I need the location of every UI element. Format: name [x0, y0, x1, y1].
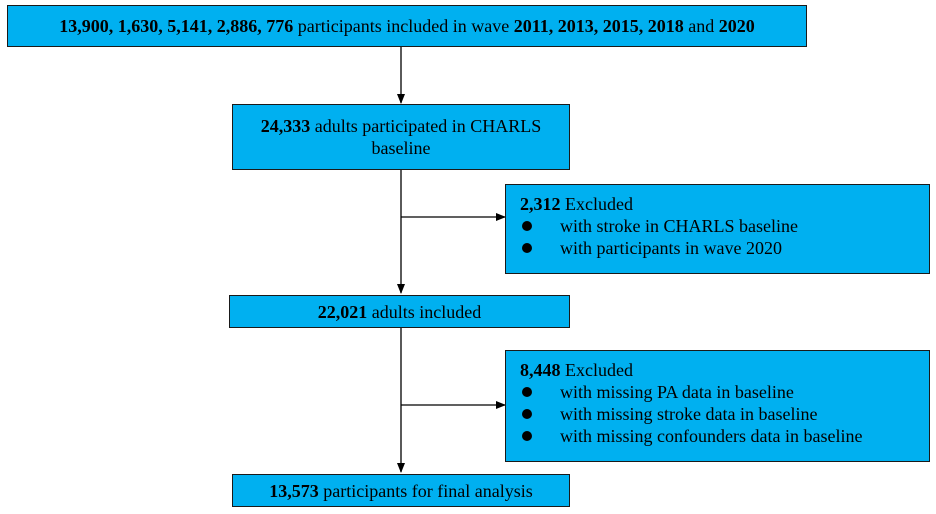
- box-exclusion-2: 8,448 Excluded with missing PA data in b…: [505, 350, 930, 462]
- exclusion-1-label: Excluded: [560, 194, 633, 214]
- bullet-icon: [522, 409, 532, 419]
- box-participants-waves-text: 13,900, 1,630, 5,141, 2,886, 776 partici…: [59, 15, 754, 37]
- included-label: adults included: [367, 301, 482, 322]
- exclusion-2-count: 8,448: [520, 360, 561, 380]
- box-exclusion-1: 2,312 Excluded with stroke in CHARLS bas…: [505, 184, 930, 274]
- list-item: with missing confounders data in baselin…: [520, 425, 929, 447]
- box-participants-waves: 13,900, 1,630, 5,141, 2,886, 776 partici…: [7, 5, 807, 47]
- box-participants-waves-part: and: [683, 16, 719, 36]
- baseline-count: 24,333: [260, 116, 311, 136]
- bullet-icon: [522, 221, 532, 231]
- box-participants-waves-part: 2020: [718, 16, 755, 36]
- box-final-analysis: 13,573 participants for final analysis: [232, 474, 570, 507]
- box-participants-waves-part: 2011, 2013, 2015, 2018: [513, 16, 684, 36]
- exclusion-2-list: with missing PA data in baseline with mi…: [520, 381, 929, 447]
- box-participants-waves-part: 13,900, 1,630, 5,141, 2,886, 776: [59, 16, 294, 36]
- bullet-icon: [522, 431, 532, 441]
- final-label: participants for final analysis: [318, 480, 533, 501]
- list-item: with stroke in CHARLS baseline: [520, 215, 929, 237]
- box-baseline-adults: 24,333 adults participated in CHARLS bas…: [232, 104, 570, 170]
- exclusion-1-list: with stroke in CHARLS baseline with part…: [520, 215, 929, 259]
- exclusion-2-label: Excluded: [560, 360, 633, 380]
- exclusion-1-count: 2,312: [520, 194, 561, 214]
- list-item: with participants in wave 2020: [520, 237, 929, 259]
- bullet-icon: [522, 243, 532, 253]
- included-count: 22,021: [317, 301, 368, 322]
- list-item: with missing stroke data in baseline: [520, 403, 929, 425]
- list-item: with missing PA data in baseline: [520, 381, 929, 403]
- bullet-icon: [522, 387, 532, 397]
- baseline-label: adults participated in CHARLS: [310, 116, 542, 136]
- box-participants-waves-part: participants included in wave: [293, 16, 514, 36]
- final-count: 13,573: [269, 480, 319, 501]
- baseline-label-line2: baseline: [371, 138, 431, 158]
- box-adults-included: 22,021 adults included: [229, 295, 570, 328]
